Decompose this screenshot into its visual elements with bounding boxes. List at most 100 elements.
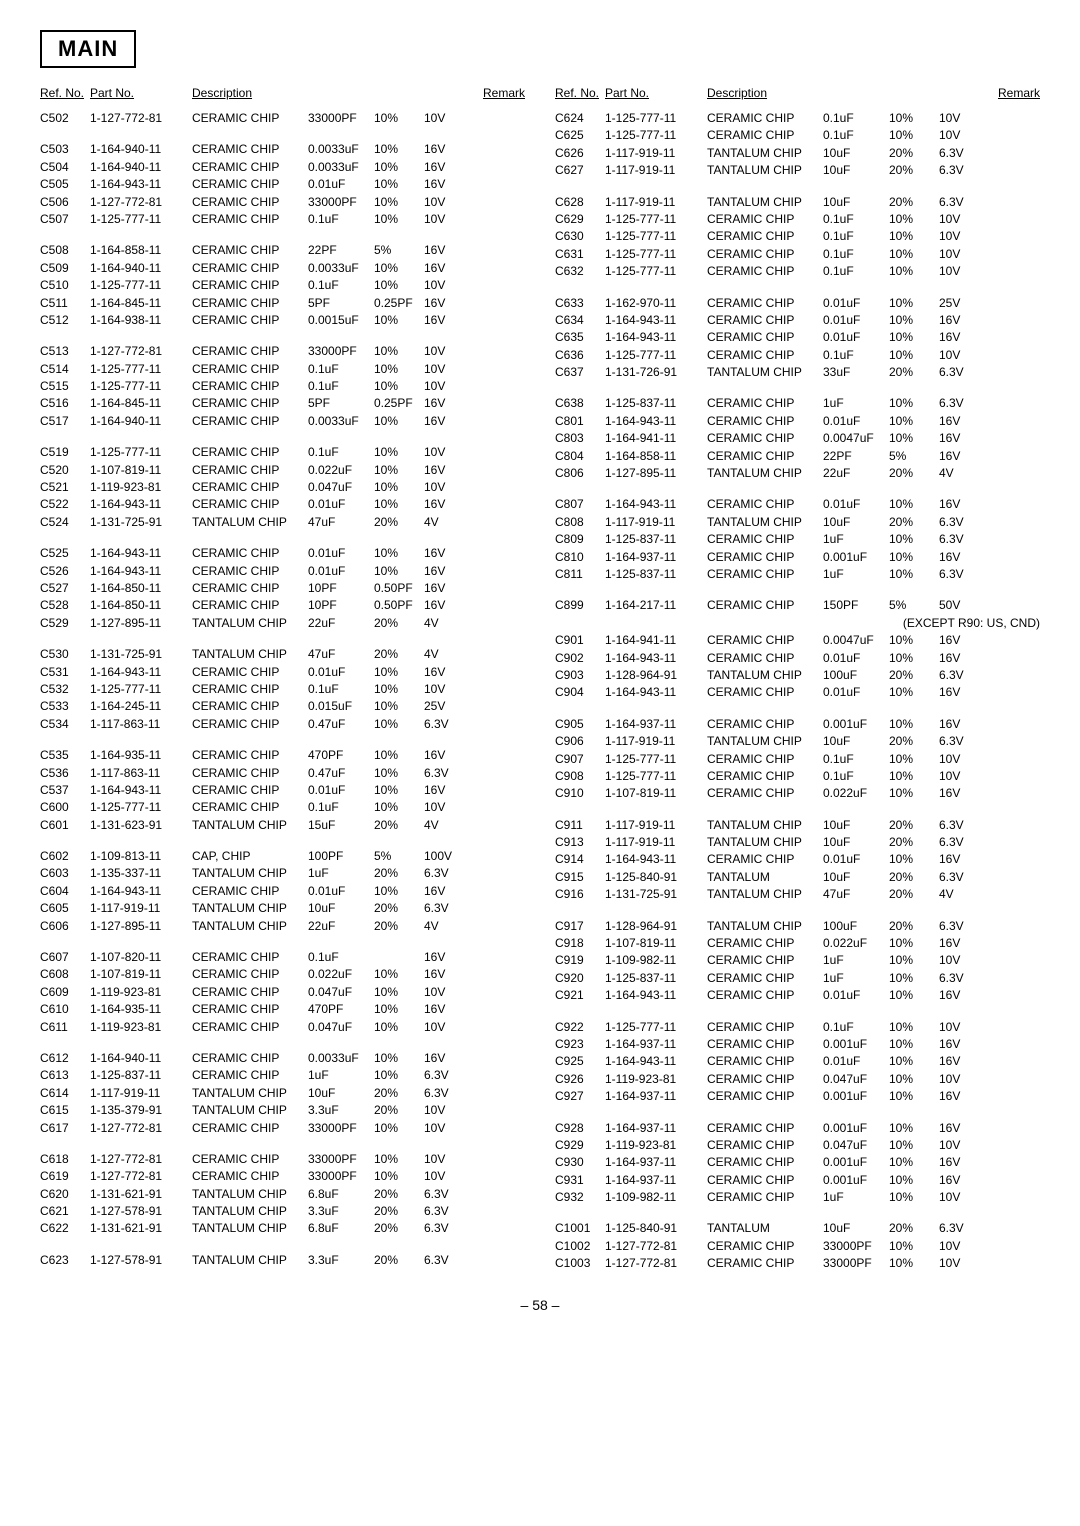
cell-remark: 10V: [939, 751, 1040, 768]
cell-value2: 10%: [374, 312, 424, 329]
cell-part: 1-125-777-11: [90, 681, 192, 698]
cell-part: 1-164-943-11: [605, 851, 707, 868]
cell-part: 1-127-772-81: [90, 110, 192, 127]
cell-value2: 20%: [889, 162, 939, 179]
table-row: C8061-127-895-11TANTALUM CHIP22uF20%4V: [555, 465, 1040, 482]
cell-value2: 0.50PF: [374, 597, 424, 614]
cell-value1: 0.01uF: [823, 851, 889, 868]
cell-value2: 10%: [374, 664, 424, 681]
header-remark: Remark: [907, 86, 1040, 100]
cell-desc: CERAMIC CHIP: [707, 632, 823, 649]
cell-value1: 3.3uF: [308, 1203, 374, 1220]
table-row: C9281-164-937-11CERAMIC CHIP0.001uF10%16…: [555, 1120, 1040, 1137]
table-row: C6311-125-777-11CERAMIC CHIP0.1uF10%10V: [555, 246, 1040, 263]
table-row: C8071-164-943-11CERAMIC CHIP0.01uF10%16V: [555, 496, 1040, 513]
cell-part: 1-125-777-11: [90, 799, 192, 816]
cell-remark: 4V: [939, 886, 1040, 903]
table-row: C5071-125-777-11CERAMIC CHIP0.1uF10%10V: [40, 211, 525, 228]
cell-value1: 0.015uF: [308, 698, 374, 715]
row-gap: [40, 228, 525, 242]
table-row: C5051-164-943-11CERAMIC CHIP0.01uF10%16V: [40, 176, 525, 193]
cell-value2: 5%: [889, 448, 939, 465]
cell-desc: TANTALUM CHIP: [707, 514, 823, 531]
cell-desc: CERAMIC CHIP: [192, 716, 308, 733]
cell-remark: 16V: [424, 395, 525, 412]
cell-part: 1-119-923-81: [605, 1137, 707, 1154]
cell-value1: 0.1uF: [308, 799, 374, 816]
cell-desc: TANTALUM: [707, 869, 823, 886]
cell-desc: CERAMIC CHIP: [707, 1172, 823, 1189]
table-row: C9081-125-777-11CERAMIC CHIP0.1uF10%10V: [555, 768, 1040, 785]
cell-part: 1-125-777-11: [90, 211, 192, 228]
cell-part: 1-164-943-11: [90, 883, 192, 900]
cell-remark: 10V: [939, 127, 1040, 144]
cell-value1: 100PF: [308, 848, 374, 865]
cell-remark: 16V: [424, 966, 525, 983]
cell-value1: 0.01uF: [308, 563, 374, 580]
cell-part: 1-127-772-81: [90, 1168, 192, 1185]
cell-part: 1-119-923-81: [605, 1071, 707, 1088]
cell-value2: 10%: [374, 782, 424, 799]
cell-value2: 10%: [889, 1088, 939, 1105]
cell-ref: C801: [555, 413, 605, 430]
table-row: C6251-125-777-11CERAMIC CHIP0.1uF10%10V: [555, 127, 1040, 144]
cell-desc: CERAMIC CHIP: [192, 1168, 308, 1185]
table-row: C8101-164-937-11CERAMIC CHIP0.001uF10%16…: [555, 549, 1040, 566]
cell-desc: CERAMIC CHIP: [192, 664, 308, 681]
page: MAIN Ref. No. Part No. Description Remar…: [0, 0, 1080, 1333]
table-row: C9061-117-919-11TANTALUM CHIP10uF20%6.3V: [555, 733, 1040, 750]
table-row: C6291-125-777-11CERAMIC CHIP0.1uF10%10V: [555, 211, 1040, 228]
cell-value2: 20%: [889, 886, 939, 903]
table-row: C6031-135-337-11TANTALUM CHIP1uF20%6.3V: [40, 865, 525, 882]
cell-ref: C927: [555, 1088, 605, 1105]
cell-desc: CERAMIC CHIP: [707, 1053, 823, 1070]
cell-ref: C1002: [555, 1238, 605, 1255]
cell-desc: CERAMIC CHIP: [707, 413, 823, 430]
cell-part: 1-125-777-11: [90, 378, 192, 395]
cell-ref: C529: [40, 615, 90, 632]
cell-part: 1-164-940-11: [90, 159, 192, 176]
cell-value2: 10%: [889, 1238, 939, 1255]
cell-value1: 3.3uF: [308, 1252, 374, 1269]
cell-ref: C619: [40, 1168, 90, 1185]
table-row: C9071-125-777-11CERAMIC CHIP0.1uF10%10V: [555, 751, 1040, 768]
cell-desc: CERAMIC CHIP: [192, 1067, 308, 1084]
cell-remark: 16V: [939, 987, 1040, 1004]
cell-value2: 10%: [374, 378, 424, 395]
cell-part: 1-125-837-11: [605, 395, 707, 412]
cell-ref: C615: [40, 1102, 90, 1119]
cell-remark: 6.3V: [939, 395, 1040, 412]
cell-part: 1-109-982-11: [605, 952, 707, 969]
cell-value1: 1uF: [823, 952, 889, 969]
cell-value1: 0.1uF: [823, 228, 889, 245]
table-row: C6131-125-837-11CERAMIC CHIP1uF10%6.3V: [40, 1067, 525, 1084]
cell-ref: C602: [40, 848, 90, 865]
cell-part: 1-131-725-91: [90, 646, 192, 663]
cell-desc: CERAMIC CHIP: [192, 110, 308, 127]
cell-value2: 0.25PF: [374, 395, 424, 412]
table-row: C9111-117-919-11TANTALUM CHIP10uF20%6.3V: [555, 817, 1040, 834]
cell-ref: C521: [40, 479, 90, 496]
header-ref: Ref. No.: [555, 86, 605, 100]
cell-part: 1-127-578-91: [90, 1252, 192, 1269]
cell-value2: 10%: [889, 1172, 939, 1189]
table-row: C6331-162-970-11CERAMIC CHIP0.01uF10%25V: [555, 295, 1040, 312]
table-row: C6071-107-820-11CERAMIC CHIP0.1uF16V: [40, 949, 525, 966]
cell-desc: CERAMIC CHIP: [192, 545, 308, 562]
cell-ref: C611: [40, 1019, 90, 1036]
cell-ref: C903: [555, 667, 605, 684]
cell-ref: C513: [40, 343, 90, 360]
cell-remark: 10V: [939, 211, 1040, 228]
table-row: C6121-164-940-11CERAMIC CHIP0.0033uF10%1…: [40, 1050, 525, 1067]
cell-desc: TANTALUM CHIP: [707, 918, 823, 935]
cell-value1: 22uF: [308, 615, 374, 632]
cell-value1: 0.01uF: [823, 413, 889, 430]
cell-remark: 4V: [424, 514, 525, 531]
cell-remark: 6.3V: [424, 1067, 525, 1084]
cell-value2: 20%: [374, 646, 424, 663]
cell-desc: CERAMIC CHIP: [192, 277, 308, 294]
cell-value1: 0.0033uF: [308, 260, 374, 277]
cell-remark: 50V: [939, 597, 1040, 614]
cell-value2: 20%: [374, 918, 424, 935]
header-part: Part No.: [605, 86, 707, 100]
